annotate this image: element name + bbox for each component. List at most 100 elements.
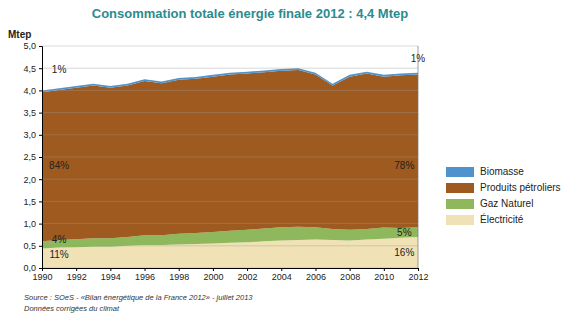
y-tick: 4,5: [23, 64, 42, 74]
legend-label: Produits pétroliers: [480, 182, 561, 193]
grid-line: [42, 245, 418, 246]
grid-line: [42, 201, 418, 202]
chart: Consommation totale énergie finale 2012 …: [0, 0, 586, 323]
x-tick-label: 1994: [101, 272, 121, 282]
x-tick-label: 1990: [32, 272, 52, 282]
annotation: 4%: [52, 234, 67, 245]
area: [42, 68, 418, 92]
y-axis-line: [39, 47, 43, 269]
grid-line: [42, 179, 418, 180]
legend-swatch: [446, 199, 474, 209]
y-tick-mark: [39, 157, 42, 158]
y-tick-mark: [39, 68, 42, 69]
x-tick-mark: [281, 268, 282, 271]
grid-line: [42, 157, 418, 158]
x-tick-mark: [76, 268, 77, 271]
x-tick: 1998: [169, 268, 189, 282]
annotations: 1%1%84%78%4%5%11%16%: [49, 53, 425, 260]
y-tick-label: 1,5: [23, 197, 36, 207]
y-tick-label: 2,0: [23, 175, 36, 185]
y-tick-label: 3,0: [23, 130, 36, 140]
x-tick-label: 2002: [238, 272, 258, 282]
y-tick-label: 0,5: [23, 241, 36, 251]
x-tick: 2010: [374, 268, 394, 282]
x-tick: 1992: [67, 268, 87, 282]
note: Données corrigées du climat: [24, 304, 120, 313]
annotation: 1%: [52, 64, 67, 75]
x-tick-mark: [213, 268, 214, 271]
grid-line: [42, 46, 418, 47]
x-tick-mark: [42, 268, 43, 271]
x-tick-mark: [315, 268, 316, 271]
x-tick: 1990: [32, 268, 52, 282]
y-tick-mark: [39, 90, 42, 91]
y-tick-mark: [39, 201, 42, 202]
x-tick: 1996: [135, 268, 155, 282]
grid-line: [42, 112, 418, 113]
y-axis-title: Mtep: [8, 29, 31, 40]
legend-label: Biomasse: [480, 166, 524, 177]
annotation: 84%: [49, 160, 69, 171]
x-tick-label: 2004: [272, 272, 292, 282]
grid-line: [42, 90, 418, 91]
legend: Biomasse Produits pétroliers Gaz Naturel Él…: [446, 166, 561, 225]
grid-line: [42, 68, 418, 69]
x-tick: 2002: [238, 268, 258, 282]
y-tick-label: 2,5: [23, 152, 36, 162]
x-tick-label: 1998: [169, 272, 189, 282]
legend-swatch: [446, 167, 474, 177]
y-tick-mark: [39, 135, 42, 136]
x-tick-label: 1996: [135, 272, 155, 282]
y-axis: 0,00,51,01,52,02,53,03,54,04,55,0: [23, 41, 42, 273]
x-tick: 1994: [101, 268, 121, 282]
grid: [42, 46, 418, 268]
legend-swatch: [446, 183, 474, 193]
y-tick-mark: [39, 179, 42, 180]
y-tick-label: 4,0: [23, 86, 36, 96]
y-tick: 3,0: [23, 130, 42, 140]
x-tick-mark: [418, 268, 419, 271]
y-tick-mark: [39, 224, 42, 225]
x-tick-label: 1992: [67, 272, 87, 282]
x-tick-mark: [247, 268, 248, 271]
y-tick: 1,0: [23, 219, 42, 229]
x-tick: 2000: [203, 268, 223, 282]
frame: [418, 46, 419, 268]
legend-swatch: [446, 215, 474, 225]
area: [42, 70, 418, 241]
x-tick: 2012: [408, 268, 428, 282]
y-tick-mark: [39, 113, 42, 114]
grid-line: [42, 223, 418, 224]
source: Source : SOeS - «Bilan énergétique de la…: [24, 293, 253, 302]
y-tick: 1,5: [23, 197, 42, 207]
y-tick: 2,5: [23, 152, 42, 162]
x-tick-label: 2000: [203, 272, 223, 282]
y-tick-label: 1,0: [23, 219, 36, 229]
y-tick-label: 4,5: [23, 64, 36, 74]
x-tick-mark: [179, 268, 180, 271]
y-tick: 5,0: [23, 41, 42, 51]
x-tick-mark: [145, 268, 146, 271]
x-tick-label: 2012: [408, 272, 428, 282]
y-tick: 2,0: [23, 175, 42, 185]
y-tick: 0,5: [23, 241, 42, 251]
y-tick-mark: [39, 246, 42, 247]
x-tick-mark: [350, 268, 351, 271]
legend-label: Électricité: [480, 213, 524, 225]
y-tick-mark: [39, 268, 42, 269]
annotation: 1%: [411, 53, 426, 64]
x-tick-mark: [110, 268, 111, 271]
y-tick: 3,5: [23, 108, 42, 118]
y-tick-mark: [39, 46, 42, 47]
legend-label: Gaz Naturel: [480, 198, 533, 209]
x-tick-label: 2008: [340, 272, 360, 282]
grid-line: [42, 134, 418, 135]
annotation: 5%: [397, 227, 412, 238]
x-tick-label: 2006: [306, 272, 326, 282]
y-tick-label: 5,0: [23, 41, 36, 51]
title: Consommation totale énergie finale 2012 …: [92, 6, 408, 21]
x-tick: 2008: [340, 268, 360, 282]
y-tick-label: 3,5: [23, 108, 36, 118]
x-tick-mark: [384, 268, 385, 271]
plot-area: [42, 68, 418, 268]
